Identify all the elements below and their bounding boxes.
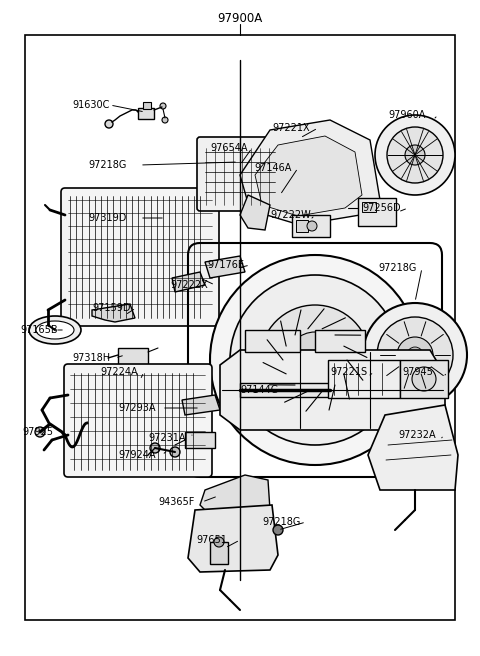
Polygon shape — [205, 256, 245, 278]
Text: 97221X: 97221X — [272, 123, 310, 133]
Text: 97232A: 97232A — [398, 430, 436, 440]
Circle shape — [363, 303, 467, 407]
Polygon shape — [240, 120, 380, 225]
Polygon shape — [255, 136, 362, 216]
Bar — [237, 158, 245, 163]
FancyBboxPatch shape — [61, 188, 219, 326]
Text: 97231A: 97231A — [148, 433, 185, 443]
Text: 97900A: 97900A — [217, 12, 263, 24]
Circle shape — [307, 221, 317, 231]
Circle shape — [377, 317, 453, 393]
Bar — [358, 198, 396, 226]
Text: 97218G: 97218G — [378, 263, 416, 273]
FancyBboxPatch shape — [197, 137, 283, 211]
Ellipse shape — [29, 316, 81, 344]
Circle shape — [230, 275, 400, 445]
FancyBboxPatch shape — [64, 364, 212, 477]
Bar — [240, 383, 330, 397]
Polygon shape — [200, 475, 270, 518]
Text: 97651: 97651 — [196, 535, 227, 545]
Text: 97159D: 97159D — [92, 303, 131, 313]
Circle shape — [412, 367, 436, 391]
Polygon shape — [182, 395, 220, 415]
Circle shape — [214, 537, 224, 547]
Circle shape — [162, 117, 168, 123]
Circle shape — [260, 305, 370, 415]
Text: 97218G: 97218G — [262, 517, 300, 527]
Polygon shape — [368, 405, 458, 490]
Bar — [185, 432, 215, 448]
Text: 97319D: 97319D — [88, 213, 126, 223]
Circle shape — [210, 255, 420, 465]
Text: 97654A: 97654A — [210, 143, 248, 153]
Circle shape — [160, 103, 166, 109]
Bar — [315, 330, 365, 352]
Polygon shape — [188, 505, 278, 572]
Text: 97925: 97925 — [22, 427, 53, 437]
Circle shape — [35, 427, 45, 437]
Polygon shape — [220, 350, 445, 430]
Text: 97256D: 97256D — [362, 203, 401, 213]
Text: 97222W: 97222W — [270, 210, 311, 220]
Circle shape — [170, 447, 180, 457]
Bar — [210, 542, 228, 564]
Circle shape — [405, 145, 425, 165]
Bar — [245, 330, 300, 352]
Bar — [296, 220, 308, 232]
Text: 97221S: 97221S — [330, 367, 367, 377]
Circle shape — [375, 115, 455, 195]
Text: 97318H: 97318H — [72, 353, 110, 363]
Polygon shape — [172, 272, 205, 292]
Bar — [400, 360, 448, 398]
Bar — [328, 360, 400, 398]
Circle shape — [397, 337, 433, 373]
Text: 97293A: 97293A — [118, 403, 156, 413]
Circle shape — [150, 443, 160, 453]
Circle shape — [105, 120, 113, 128]
Bar — [362, 202, 376, 212]
Ellipse shape — [36, 321, 74, 339]
Text: 97146A: 97146A — [254, 163, 291, 173]
Circle shape — [387, 127, 443, 183]
Bar — [143, 102, 151, 109]
Polygon shape — [240, 195, 270, 230]
Polygon shape — [92, 304, 135, 322]
Text: 97165B: 97165B — [20, 325, 58, 335]
Bar — [292, 215, 330, 237]
Text: 97960A: 97960A — [388, 110, 425, 120]
Text: 97176E: 97176E — [207, 260, 244, 270]
Bar — [25, 35, 455, 620]
Bar — [118, 348, 148, 368]
Text: 97945: 97945 — [402, 367, 433, 377]
Text: 91630C: 91630C — [72, 100, 109, 110]
Circle shape — [407, 347, 423, 363]
Text: 97224A: 97224A — [100, 367, 138, 377]
Text: 97218G: 97218G — [88, 160, 126, 170]
Text: 97924A: 97924A — [118, 450, 156, 460]
Circle shape — [273, 525, 283, 535]
Circle shape — [287, 332, 343, 388]
Text: 94365F: 94365F — [158, 497, 194, 507]
Text: 97222X: 97222X — [170, 280, 208, 290]
Bar — [138, 108, 154, 119]
Text: 97144G: 97144G — [240, 385, 278, 395]
